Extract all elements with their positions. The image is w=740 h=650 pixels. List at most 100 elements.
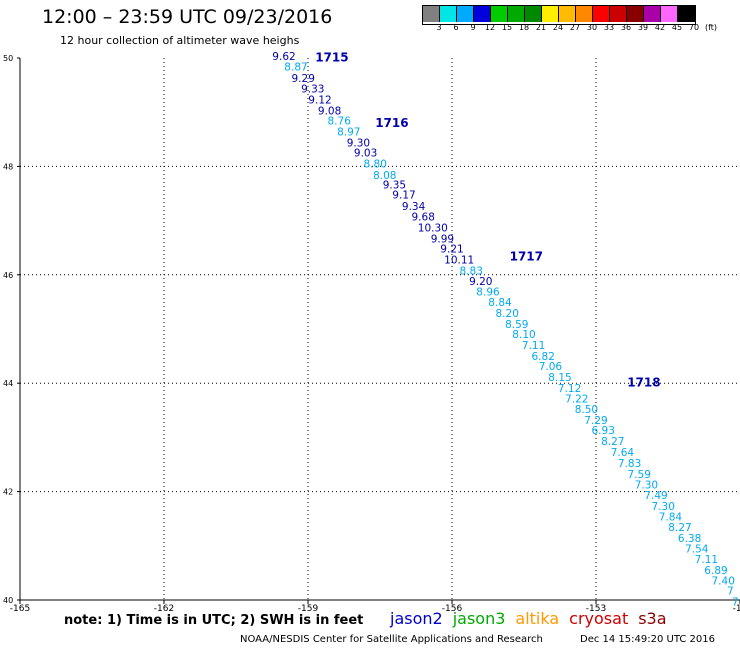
footer-note: note: 1) Time is in UTC; 2) SWH is in fe… <box>64 613 364 628</box>
data-labels: 9.628.879.299.339.129.088.768.979.309.03… <box>272 51 738 608</box>
color-swatch <box>644 6 661 22</box>
color-scale-label: 30 <box>586 23 598 32</box>
color-scale-label: 39 <box>637 23 649 32</box>
credit-text: NOAA/NESDIS Center for Satellite Applica… <box>240 634 543 645</box>
color-swatch <box>525 6 542 22</box>
swh-value-label: 9.17 <box>392 189 415 201</box>
swh-value-label: 8.27 <box>668 522 691 534</box>
swh-value-label: 9.21 <box>440 244 463 256</box>
color-swatch <box>508 6 525 22</box>
pass-time-label: 1717 <box>510 250 543 264</box>
x-tick-label: -162 <box>154 604 174 614</box>
swh-value-label: 8.84 <box>488 297 512 309</box>
swh-value-label: 7.22 <box>565 394 588 406</box>
swh-value-label: 9.03 <box>354 148 377 160</box>
color-scale-label: 27 <box>569 23 581 32</box>
color-scale-label: 15 <box>501 23 513 32</box>
satellite-legend-item: altika <box>515 609 560 628</box>
swh-value-label: 8.10 <box>512 329 535 341</box>
swh-value-label: 7.40 <box>712 575 735 587</box>
y-tick-label: 44 <box>3 379 13 388</box>
color-scale-label: 12 <box>484 23 496 32</box>
swh-value-label: 9.08 <box>318 105 341 117</box>
color-swatch <box>576 6 593 22</box>
pass-time-label: 1716 <box>375 116 408 130</box>
color-swatch <box>457 6 474 22</box>
color-swatch <box>559 6 576 22</box>
y-tick-label: 40 <box>3 596 13 605</box>
color-swatch <box>423 6 440 22</box>
swh-value-label: 9.35 <box>383 180 406 192</box>
color-scale-label: 6 <box>453 23 459 32</box>
color-scale-label: 42 <box>654 23 666 32</box>
swh-value-label: 6.93 <box>592 425 615 437</box>
satellite-legend-item: jason3 <box>452 609 506 628</box>
swh-value-label: 9.30 <box>347 137 370 149</box>
axes: -165 -162 -159 -156 -153 -15 40 42 44 46 48 50 <box>3 54 740 614</box>
swh-value-label: 7.11 <box>695 554 718 566</box>
swh-value-label: 8.15 <box>548 372 571 384</box>
y-tick-label: 48 <box>3 162 13 171</box>
color-scale-label: 18 <box>518 23 530 32</box>
x-tick-label: -165 <box>10 604 30 614</box>
swh-value-label: 7.12 <box>558 383 581 395</box>
swh-value-label: 6.82 <box>532 351 555 363</box>
color-swatch <box>593 6 610 22</box>
x-tick-label: -15 <box>733 604 740 614</box>
swh-value-label: 7 <box>727 586 734 598</box>
color-scale-label: 45 <box>671 23 683 32</box>
satellite-legend: jason2 jason3 altika cryosat s3a <box>390 609 667 628</box>
swh-value-label: 8.96 <box>476 286 500 298</box>
color-scale-label: 3 <box>436 23 442 32</box>
satellite-legend-item: s3a <box>638 609 667 628</box>
swh-value-label: 9.99 <box>431 233 454 245</box>
y-tick-label: 46 <box>3 271 13 280</box>
swh-value-label: 7.30 <box>635 479 658 491</box>
color-swatch <box>440 6 457 22</box>
x-tick-label: -156 <box>442 604 463 614</box>
swh-value-label: 9.29 <box>292 73 315 85</box>
chart-subtitle: 12 hour collection of altimeter wave hei… <box>60 34 300 47</box>
pass-time-label: 1715 <box>315 50 348 64</box>
y-tick-label: 50 <box>3 54 13 63</box>
swh-value-label: 7.06 <box>539 361 563 373</box>
y-tick-label: 42 <box>3 488 13 497</box>
swh-value-label: 8.87 <box>284 61 307 73</box>
color-swatch <box>627 6 644 22</box>
swh-value-label: 7.11 <box>522 340 545 352</box>
swh-value-label: 7.30 <box>652 501 675 513</box>
swh-value-label: 7.83 <box>618 458 641 470</box>
swh-value-label: 7 <box>732 596 739 608</box>
color-scale-label: 70 <box>688 23 700 32</box>
satellite-legend-item: jason2 <box>390 609 443 628</box>
color-scale-label: 24 <box>552 23 564 32</box>
swh-value-label: 9.33 <box>301 84 324 96</box>
swh-value-label: 9.34 <box>402 201 426 213</box>
swh-value-label: 6.38 <box>678 533 701 545</box>
color-scale-label: 36 <box>620 23 632 32</box>
swh-value-label: 10.30 <box>418 222 448 234</box>
swh-value-label: 7.49 <box>644 490 667 502</box>
swh-value-label: 8.97 <box>337 127 360 139</box>
x-tick-label: -159 <box>298 604 319 614</box>
swh-value-label: 8.76 <box>328 116 352 128</box>
generated-timestamp: Dec 14 15:49:20 UTC 2016 <box>580 634 715 645</box>
color-scale-bar <box>422 5 696 25</box>
color-swatch <box>661 6 678 22</box>
swh-value-label: 8.80 <box>364 158 387 170</box>
pass-time-label: 1718 <box>627 375 660 389</box>
color-swatch <box>474 6 491 22</box>
pass-annotations: 1715 1716 1717 1718 <box>315 50 660 389</box>
swh-value-label: 7.54 <box>685 543 709 555</box>
swh-value-label: 7.29 <box>584 415 607 427</box>
satellite-legend-item: cryosat <box>569 609 629 628</box>
swh-value-label: 7.59 <box>628 469 651 481</box>
swh-value-label: 8.20 <box>496 308 519 320</box>
swh-value-label: 8.27 <box>601 436 624 448</box>
swh-value-label: 8.83 <box>460 265 483 277</box>
swh-value-label: 8.50 <box>575 404 598 416</box>
swh-value-label: 10.11 <box>444 254 474 266</box>
swh-value-label: 8.59 <box>505 319 528 331</box>
swh-value-label: 9.20 <box>469 276 492 288</box>
